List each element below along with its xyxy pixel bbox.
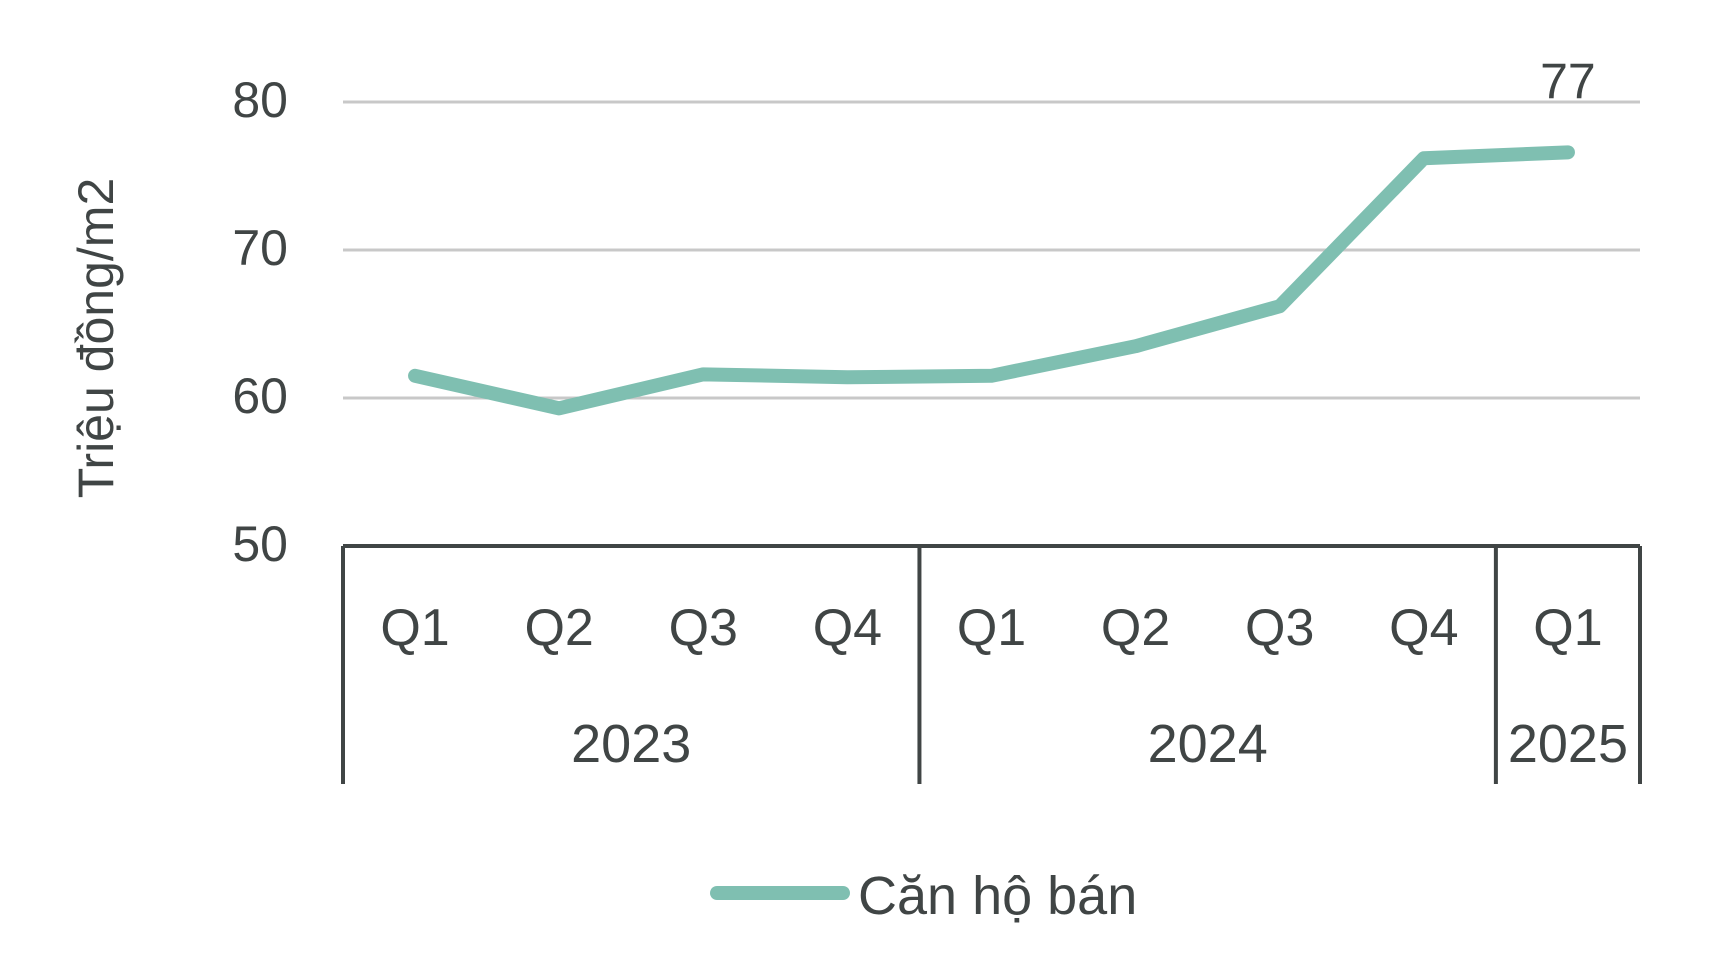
data-point (1135, 345, 1137, 347)
category-axis: 2023 2024 2025 Q1 Q2 Q3 Q4 Q1 Q2 Q3 Q4 Q1 (341, 544, 1642, 784)
y-tick-label: 60 (232, 368, 288, 424)
data-label: 77 (1540, 53, 1596, 109)
gridlines (343, 100, 1640, 400)
data-point (1423, 157, 1425, 159)
y-tick-label: 80 (232, 72, 288, 128)
data-point (702, 373, 704, 375)
data-point (1279, 305, 1281, 307)
category-label: Q4 (813, 599, 882, 657)
data-point (558, 407, 560, 409)
category-label: Q1 (1533, 599, 1602, 657)
y-axis-label: Triệu đồng/m2 (68, 178, 124, 499)
category-label: Q4 (1389, 599, 1458, 657)
y-axis-ticks: 50 60 70 80 (232, 72, 288, 572)
category-label: Q1 (957, 599, 1026, 657)
data-point (414, 375, 416, 377)
series-lines (408, 145, 1575, 416)
category-label: Q2 (1101, 599, 1170, 657)
year-label: 2024 (1148, 714, 1268, 774)
legend: Căn hộ bán (710, 866, 1137, 926)
data-point (1567, 151, 1569, 153)
category-label: Q3 (669, 599, 738, 657)
year-label: 2023 (571, 714, 691, 774)
category-label: Q3 (1245, 599, 1314, 657)
y-tick-label: 50 (232, 516, 288, 572)
data-point (846, 376, 848, 378)
series-line (408, 145, 1575, 416)
category-label: Q2 (524, 599, 593, 657)
category-label: Q1 (380, 599, 449, 657)
data-point (991, 375, 993, 377)
data-labels: 77 (1540, 53, 1596, 109)
y-tick-label: 70 (232, 220, 288, 276)
year-label: 2025 (1508, 714, 1628, 774)
legend-label: Căn hộ bán (858, 866, 1137, 926)
